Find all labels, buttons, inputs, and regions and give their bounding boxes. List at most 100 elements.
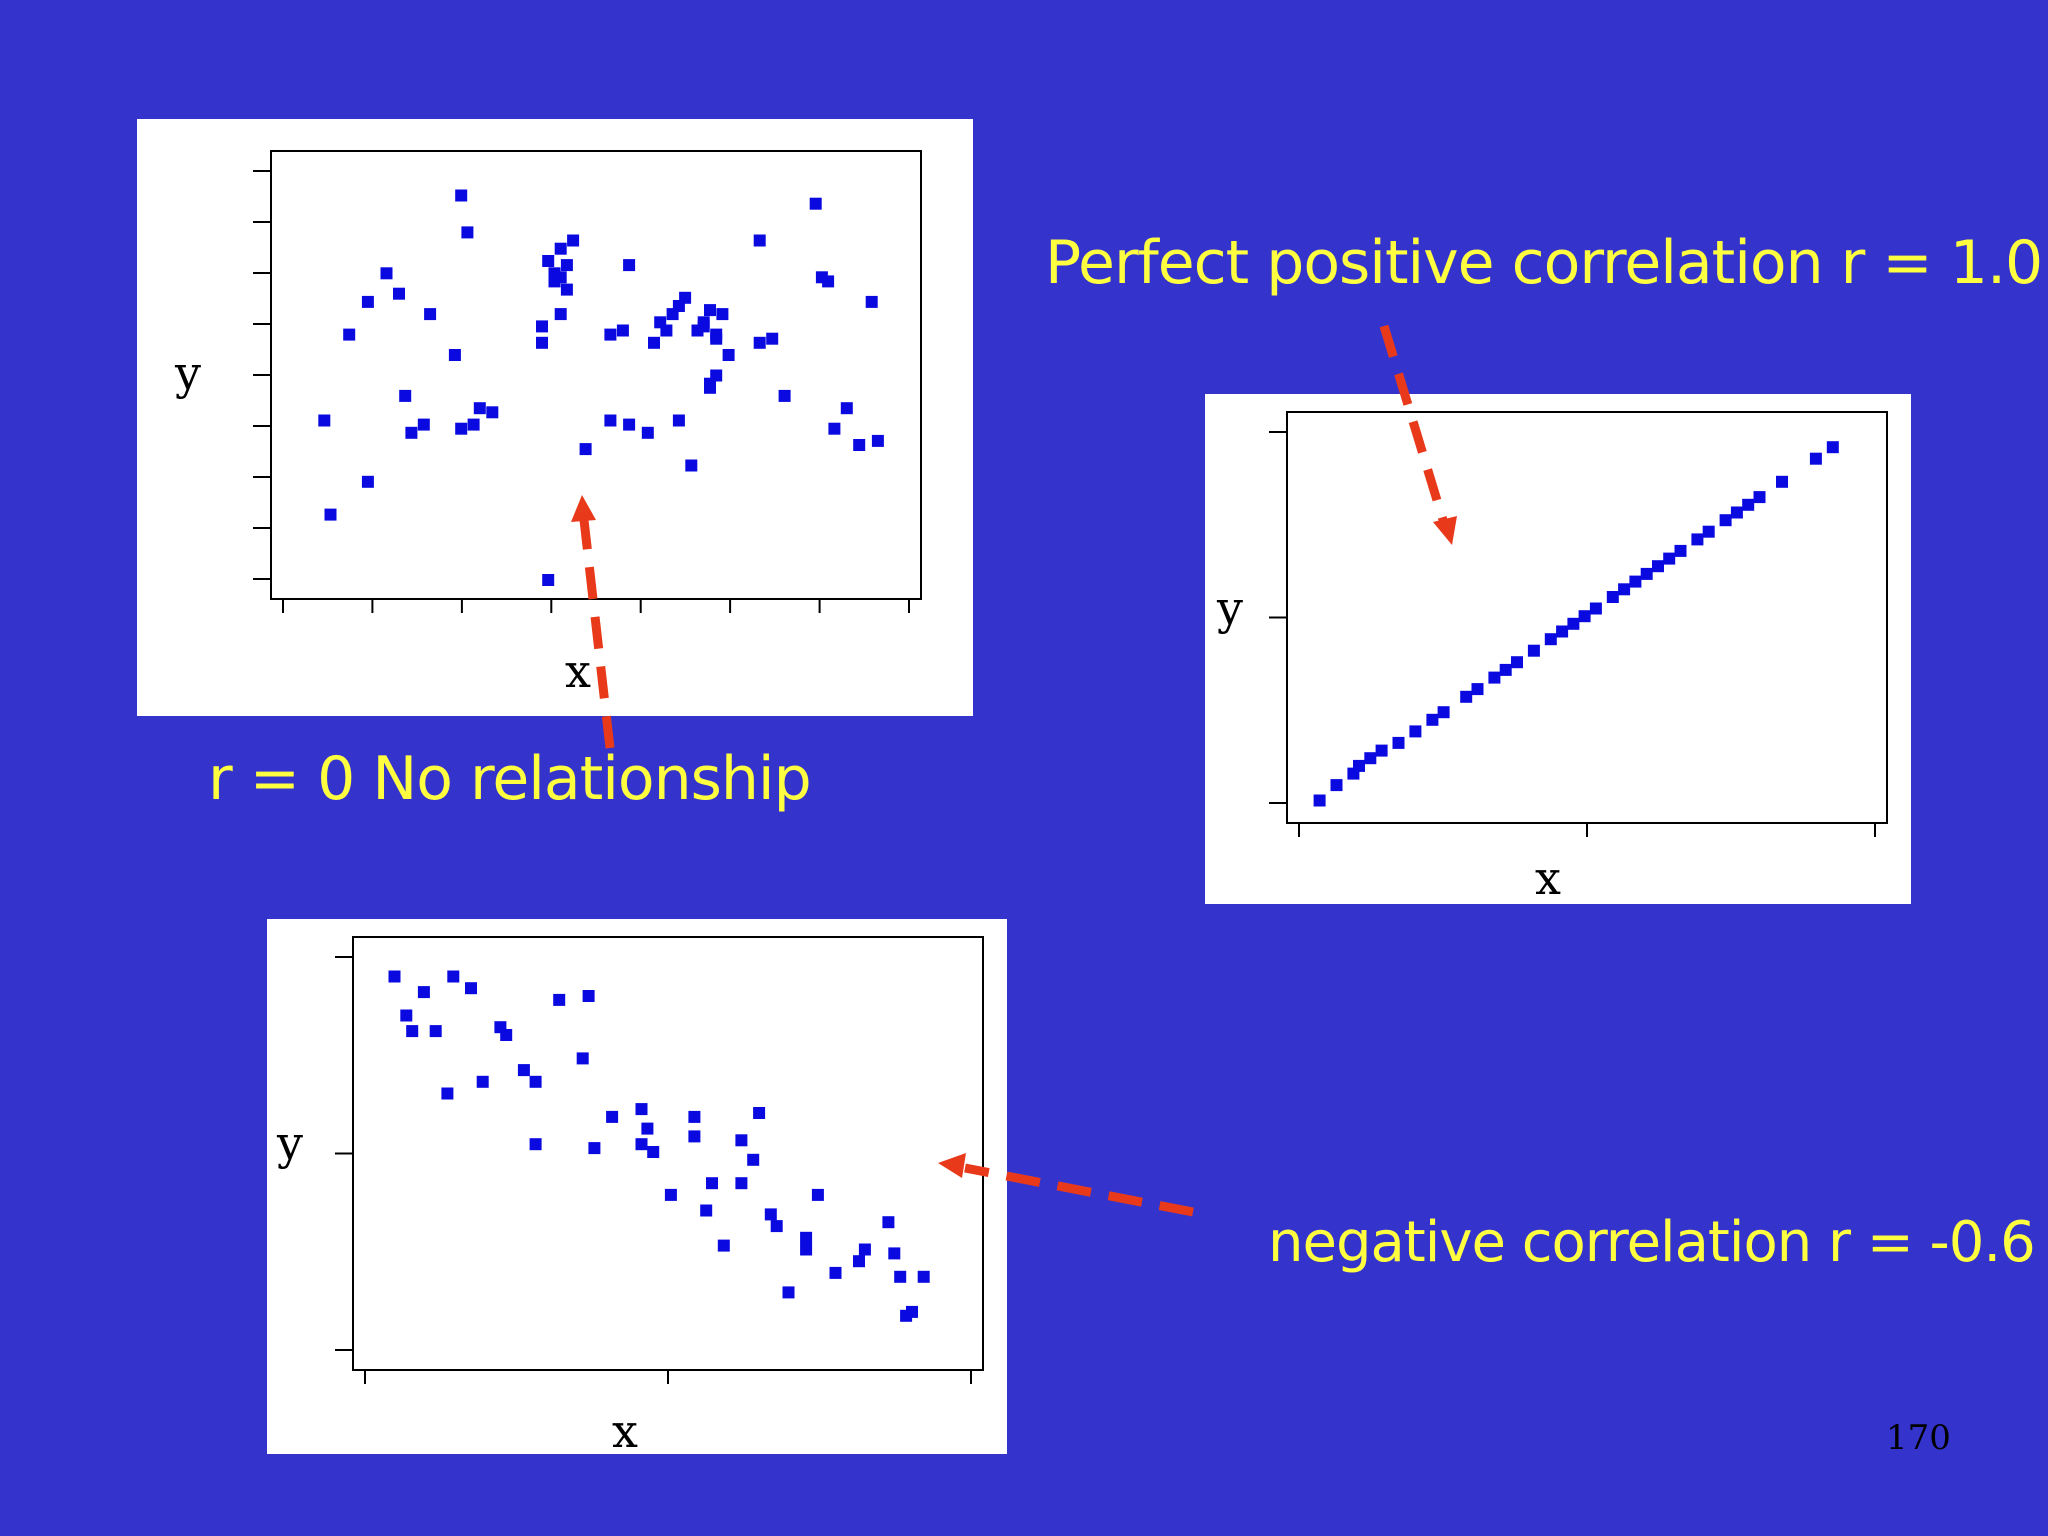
data-point (461, 226, 474, 239)
data-point (1674, 544, 1687, 557)
data-point (1426, 713, 1439, 726)
caption-perfect-positive: Perfect positive correlation r = 1.0 (1045, 228, 2043, 298)
data-point (536, 336, 548, 349)
x-axis-label: x (612, 1404, 638, 1454)
data-point (635, 1138, 648, 1151)
data-point (604, 414, 617, 427)
data-point (467, 418, 480, 431)
data-point (716, 308, 729, 321)
data-point (1640, 567, 1653, 580)
data-point (641, 426, 654, 439)
data-point (722, 349, 735, 361)
data-point (1629, 575, 1642, 588)
data-point (604, 328, 617, 341)
y-axis-label: y (174, 346, 201, 400)
plot-frame (270, 150, 922, 600)
data-points (1313, 441, 1839, 807)
data-point (542, 574, 555, 586)
data-point (447, 970, 460, 983)
data-point (400, 1009, 413, 1022)
data-point (529, 1075, 542, 1088)
data-point (782, 1286, 795, 1299)
data-point (1437, 706, 1450, 719)
data-point (1544, 633, 1557, 646)
data-point (753, 336, 766, 349)
data-point (560, 259, 573, 272)
data-point (1511, 656, 1523, 669)
data-point (455, 422, 468, 435)
data-point (1618, 583, 1631, 596)
data-point (685, 459, 698, 472)
data-point (822, 275, 835, 288)
data-point (567, 234, 580, 247)
data-point (1809, 452, 1822, 465)
data-point (388, 970, 401, 983)
caption-no-relationship: r = 0 No relationship (208, 744, 812, 814)
data-point (1330, 779, 1343, 792)
data-point (623, 418, 636, 431)
data-point (1702, 525, 1715, 538)
data-point (1313, 794, 1326, 807)
data-point (900, 1309, 913, 1322)
data-point (582, 990, 595, 1002)
data-point (735, 1134, 748, 1147)
data-point (405, 426, 418, 439)
scatter-plot-perfect-positive: y x (1216, 411, 1888, 904)
data-point (865, 295, 878, 308)
data-point (704, 381, 716, 394)
data-point (476, 1075, 489, 1088)
data-point (664, 1188, 677, 1201)
data-point (324, 508, 337, 521)
data-point (871, 434, 884, 447)
data-point (361, 295, 374, 308)
data-point (579, 443, 592, 456)
data-point (406, 1025, 419, 1038)
data-point (811, 1188, 824, 1201)
data-point (917, 1270, 930, 1283)
data-point (1353, 759, 1365, 772)
scatter-plot-negative: y x (276, 936, 984, 1454)
data-point (753, 234, 766, 247)
data-point (1488, 671, 1501, 684)
data-point (858, 1243, 871, 1256)
scatter-panel-perfect-positive: y x (1205, 394, 1911, 904)
data-point (606, 1110, 619, 1123)
data-point (1364, 752, 1377, 765)
data-point (393, 287, 405, 300)
data-point (1460, 690, 1473, 703)
data-point (1589, 602, 1602, 615)
data-point (635, 1103, 648, 1116)
y-axis-label: y (1216, 581, 1243, 635)
data-point (809, 197, 822, 210)
data-point (1578, 610, 1591, 623)
plot-frame (352, 936, 984, 1371)
axis-ticks (1269, 431, 1876, 837)
data-point (700, 1204, 713, 1217)
data-point (882, 1216, 895, 1229)
scatter-panel-negative: y x (267, 919, 1007, 1454)
data-point (553, 993, 566, 1006)
data-point (641, 1122, 654, 1135)
data-point (554, 242, 567, 255)
data-point (500, 1029, 513, 1041)
data-point (399, 389, 412, 402)
data-point (1392, 736, 1405, 749)
data-point (800, 1243, 813, 1256)
data-point (1556, 625, 1569, 638)
data-point (576, 1052, 589, 1065)
data-point (429, 1025, 442, 1038)
data-point (660, 324, 673, 337)
axis-ticks (253, 170, 910, 613)
data-point (318, 414, 331, 427)
data-point (542, 255, 555, 267)
data-point (441, 1087, 454, 1100)
data-point (548, 267, 561, 280)
data-point (473, 402, 486, 415)
data-point (679, 291, 692, 304)
data-point (766, 332, 779, 345)
data-point (778, 389, 791, 402)
axis-ticks (335, 956, 972, 1384)
data-point (529, 1138, 542, 1151)
data-point (710, 328, 723, 341)
data-point (829, 1266, 842, 1279)
